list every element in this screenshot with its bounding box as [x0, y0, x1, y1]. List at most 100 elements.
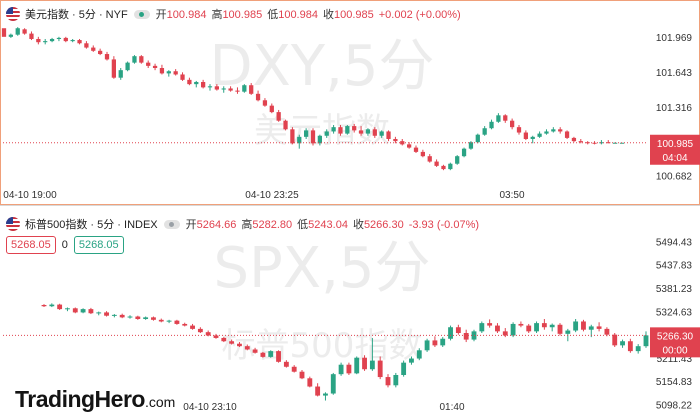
candle-body	[324, 131, 329, 136]
candle-body	[495, 325, 500, 332]
candle-body	[354, 357, 360, 374]
candle-body	[63, 37, 68, 42]
visibility-toggle-icon[interactable]	[163, 219, 180, 229]
candle-body	[56, 37, 62, 39]
y-tick-label: 5098.22	[656, 401, 693, 412]
sell-button[interactable]: 5268.05	[6, 236, 56, 254]
candle-body	[571, 137, 577, 142]
candle-body	[393, 375, 399, 386]
candle-body	[8, 34, 13, 37]
candle-body	[197, 328, 203, 333]
candle-body	[565, 330, 571, 334]
candle-body	[111, 59, 116, 78]
candle-body	[523, 132, 528, 139]
x-tick-label: 04-10 19:00	[3, 190, 57, 201]
candle-body	[187, 79, 192, 85]
candle-body	[91, 47, 96, 51]
price-tag-bg	[650, 134, 700, 165]
candle-body	[166, 320, 172, 322]
tradinghero-logo: TradingHero.com	[15, 386, 176, 412]
y-tick-label: 101.316	[656, 103, 693, 114]
candle-body	[409, 358, 414, 363]
dxy-title[interactable]: 美元指数 · 5分 · NYF	[25, 9, 128, 21]
candle-body	[503, 115, 508, 121]
spx-title[interactable]: 标普500指数 · 5分 · INDEX	[25, 219, 158, 231]
candle-body	[151, 317, 156, 320]
spread-value: 0	[61, 239, 68, 251]
candle-body	[385, 377, 391, 386]
candle-body	[441, 165, 446, 170]
candle-body	[627, 341, 633, 352]
y-tick-label: 5381.23	[656, 284, 693, 295]
candle-body	[104, 54, 110, 60]
bar-countdown-label: 04:04	[662, 153, 687, 164]
price-tag-bg	[650, 327, 700, 358]
candle-body	[386, 131, 391, 139]
buy-button[interactable]: 5268.05	[73, 236, 124, 254]
candle-body	[413, 147, 419, 152]
candle-body	[606, 142, 611, 144]
candle-body	[1, 28, 7, 37]
candle-body	[345, 126, 350, 134]
candle-body	[166, 71, 171, 74]
candle-body	[72, 308, 78, 313]
candle-body	[237, 343, 242, 347]
candle-body	[362, 357, 367, 370]
candle-body	[352, 126, 357, 131]
candle-body	[365, 129, 371, 134]
candle-body	[194, 81, 199, 85]
candle-body	[549, 324, 555, 328]
candle-body	[173, 71, 178, 75]
y-tick-label: 5211.43	[657, 354, 693, 365]
candle-body	[41, 305, 47, 307]
candle-body	[455, 156, 460, 164]
bar-countdown-label: 00:00	[662, 345, 687, 356]
candle-body	[304, 130, 309, 137]
candle-body	[180, 74, 185, 80]
trade-buttons: 5268.05 0 5268.05	[6, 236, 124, 254]
candle-body	[29, 33, 34, 39]
candle-body	[537, 133, 542, 137]
candle-body	[407, 144, 412, 148]
us-flag-icon	[6, 7, 20, 21]
candle-body	[111, 314, 117, 316]
candle-body	[252, 349, 258, 353]
candle-body	[377, 360, 383, 378]
candle-body	[299, 371, 305, 379]
y-tick-label: 101.643	[656, 68, 693, 79]
candle-body	[620, 341, 625, 346]
candle-body	[283, 361, 289, 367]
x-tick-label: 03:50	[499, 190, 524, 201]
candle-body	[174, 320, 180, 324]
candle-body	[581, 321, 586, 330]
candle-body	[440, 338, 446, 346]
candle-body	[268, 351, 274, 357]
spx-legend: 标普500指数 · 5分 · INDEX 开5264.66 高5282.80 低52…	[6, 216, 479, 232]
candle-body	[463, 333, 469, 340]
candle-body	[15, 28, 20, 35]
us-flag-icon	[6, 217, 20, 231]
watermark-name: 标普500指数	[222, 326, 423, 366]
candle-body	[119, 314, 125, 318]
candle-body	[643, 335, 649, 347]
candle-body	[98, 50, 103, 55]
candle-body	[283, 120, 288, 130]
candle-body	[213, 335, 219, 338]
candle-body	[369, 360, 375, 370]
pane-separator[interactable]	[0, 205, 700, 206]
candle-body	[475, 134, 480, 143]
candle-body	[49, 304, 55, 307]
visibility-toggle-icon[interactable]	[133, 9, 150, 19]
candle-body	[244, 346, 250, 350]
candle-body	[235, 90, 240, 92]
candle-body	[379, 131, 384, 136]
candle-body	[310, 130, 316, 144]
spx-ohlc: 开5264.66 高5282.80 低5243.04 收5266.30 -3.93 (-…	[185, 219, 480, 231]
candle-body	[416, 350, 422, 359]
y-tick-label: 5437.83	[656, 261, 693, 272]
current-price-label: 100.985	[657, 139, 694, 150]
candle-body	[297, 136, 302, 144]
candle-body	[393, 138, 398, 142]
candle-body	[205, 332, 211, 336]
